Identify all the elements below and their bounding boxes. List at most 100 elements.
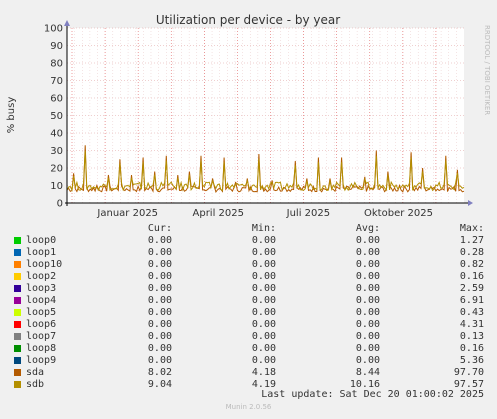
legend-min: 0.00 [251, 295, 276, 306]
legend-max: 0.16 [459, 343, 484, 354]
x-axis-arrow-icon [468, 200, 473, 206]
legend-cur: 0.00 [147, 271, 172, 282]
legend-header: Cur: Min: Avg: Max: [0, 223, 497, 235]
legend-min: 0.00 [251, 319, 276, 330]
series-line-sdb [66, 150, 465, 192]
y-tick-label: 10 [50, 181, 63, 192]
legend-max: 0.16 [459, 271, 484, 282]
legend-swatch [14, 369, 21, 376]
legend-row-loop8: loop8 0.00 0.00 0.00 0.16 [0, 343, 497, 355]
y-tick-label: 0 [57, 199, 63, 210]
legend-cur: 0.00 [147, 283, 172, 294]
legend-swatch [14, 381, 21, 388]
legend-cur: 0.00 [147, 319, 172, 330]
legend-name: sda [26, 367, 45, 378]
legend-header-avg: Avg: [355, 223, 380, 234]
legend-max: 97.70 [453, 367, 484, 378]
y-tick-label: 60 [50, 94, 63, 105]
legend-name: loop6 [26, 319, 57, 330]
y-tick-label: 30 [50, 146, 63, 157]
y-tick-label: 70 [50, 76, 63, 87]
chart-title: Utilization per device - by year [156, 13, 340, 27]
legend-header-max: Max: [459, 223, 484, 234]
series-lines [66, 145, 465, 193]
legend-cur: 0.00 [147, 307, 172, 318]
legend-max: 0.28 [459, 247, 484, 258]
legend-row-loop1: loop1 0.00 0.00 0.00 0.28 [0, 247, 497, 259]
legend-min: 0.00 [251, 247, 276, 258]
x-tick-label: Oktober 2025 [364, 208, 433, 219]
legend-min: 0.00 [251, 259, 276, 270]
axes [64, 20, 473, 206]
y-tick-label: 50 [50, 111, 63, 122]
x-tick-label: April 2025 [193, 208, 244, 219]
y-tick-label: 90 [50, 41, 63, 52]
legend-row-loop6: loop6 0.00 0.00 0.00 4.31 [0, 319, 497, 331]
legend-cur: 0.00 [147, 259, 172, 270]
legend-max: 1.27 [459, 235, 484, 246]
x-tick-label: Juli 2025 [286, 208, 330, 219]
legend-swatch [14, 345, 21, 352]
legend-row-loop9: loop9 0.00 0.00 0.00 5.36 [0, 355, 497, 367]
legend-swatch [14, 273, 21, 280]
legend-min: 0.00 [251, 283, 276, 294]
legend-max: 0.82 [459, 259, 484, 270]
legend-avg: 0.00 [355, 355, 380, 366]
legend-cur: 9.04 [147, 379, 172, 390]
grid [67, 27, 464, 203]
legend-min: 0.00 [251, 307, 276, 318]
legend-name: loop7 [26, 331, 57, 342]
legend-row-loop4: loop4 0.00 0.00 0.00 6.91 [0, 295, 497, 307]
legend-row-loop5: loop5 0.00 0.00 0.00 0.43 [0, 307, 497, 319]
legend-cur: 0.00 [147, 295, 172, 306]
legend-header-cur: Cur: [147, 223, 172, 234]
legend-cur: 0.00 [147, 331, 172, 342]
legend-min: 4.18 [251, 367, 276, 378]
legend-cur: 0.00 [147, 247, 172, 258]
legend-name: sdb [26, 379, 45, 390]
y-tick-label: 40 [50, 129, 63, 140]
legend-max: 6.91 [459, 295, 484, 306]
legend-header-min: Min: [251, 223, 276, 234]
legend-avg: 0.00 [355, 283, 380, 294]
legend-max: 0.43 [459, 307, 484, 318]
legend-avg: 10.16 [349, 379, 380, 390]
legend-row-loop10: loop10 0.00 0.00 0.00 0.82 [0, 259, 497, 271]
legend-avg: 8.44 [355, 367, 380, 378]
legend-avg: 0.00 [355, 343, 380, 354]
legend-swatch [14, 297, 21, 304]
legend-max: 0.13 [459, 331, 484, 342]
legend-cur: 0.00 [147, 235, 172, 246]
legend-avg: 0.00 [355, 259, 380, 270]
y-axis-label: % busy [6, 97, 17, 134]
rrdtool-credit-label: RRDTOOL / TOBI OETIKER [483, 25, 491, 115]
legend-min: 4.19 [251, 379, 276, 390]
legend-name: loop0 [26, 235, 57, 246]
legend-min: 0.00 [251, 235, 276, 246]
legend-avg: 0.00 [355, 247, 380, 258]
legend-max: 4.31 [459, 319, 484, 330]
y-tick-label: 20 [50, 164, 63, 175]
legend-name: loop8 [26, 343, 57, 354]
legend-row-loop2: loop2 0.00 0.00 0.00 0.16 [0, 271, 497, 283]
y-tick-label: 100 [44, 24, 63, 35]
legend-avg: 0.00 [355, 307, 380, 318]
legend-min: 0.00 [251, 355, 276, 366]
y-tick-label: 80 [50, 59, 63, 70]
legend-row-loop3: loop3 0.00 0.00 0.00 2.59 [0, 283, 497, 295]
legend-cur: 8.02 [147, 367, 172, 378]
legend-row-loop0: loop0 0.00 0.00 0.00 1.27 [0, 235, 497, 247]
legend-name: loop3 [26, 283, 57, 294]
y-axis-ticks: 0 10 20 30 40 50 60 70 80 90 100 [44, 24, 63, 210]
legend-name: loop1 [26, 247, 57, 258]
legend-min: 0.00 [251, 343, 276, 354]
legend-swatch [14, 249, 21, 256]
legend-swatch [14, 261, 21, 268]
legend-swatch [14, 309, 21, 316]
legend-avg: 0.00 [355, 271, 380, 282]
legend-max: 97.57 [453, 379, 484, 390]
legend-name: loop5 [26, 307, 57, 318]
legend-cur: 0.00 [147, 355, 172, 366]
legend-avg: 0.00 [355, 235, 380, 246]
